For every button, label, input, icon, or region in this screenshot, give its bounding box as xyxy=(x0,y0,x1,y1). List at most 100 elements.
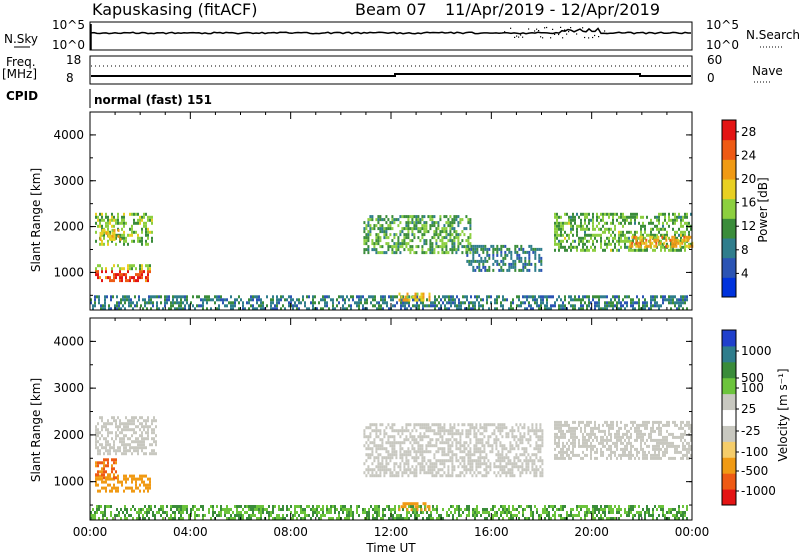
power-colorbar-swatch xyxy=(722,159,736,180)
power-colorbar-swatch xyxy=(722,257,736,278)
power-ytick-label: 2000 xyxy=(53,220,84,234)
velocity-colorbar-frame xyxy=(721,329,737,506)
noise-tick-bottom-right: 10^0 xyxy=(706,38,739,52)
power-colorbar-tick-label: 16 xyxy=(741,196,756,210)
nsearch-dot xyxy=(568,31,570,33)
power-region-1 xyxy=(99,228,122,241)
time-xlabel: Time UT xyxy=(365,541,416,554)
nsearch-dot xyxy=(582,27,584,29)
nsearch-dot xyxy=(546,26,548,29)
velocity-colorbar-tick-label: 500 xyxy=(741,371,764,385)
nsearch-dot xyxy=(570,27,572,29)
velocity-panel: 4000 3000 2000 1000 00:00 04:00 08:00 12:00 16:0… xyxy=(53,317,710,539)
summary-traces xyxy=(90,24,691,77)
cpid-label: CPID xyxy=(6,89,38,103)
time-tick-label: 20:00 xyxy=(574,525,609,539)
time-tick-label: 00:00 xyxy=(675,525,710,539)
velocity-region-1 xyxy=(95,474,151,493)
freq-label: Freq. xyxy=(6,55,36,69)
nsearch-dot xyxy=(520,34,522,36)
velocity-region-3 xyxy=(90,505,688,520)
freq-tick-bottom: 8 xyxy=(66,71,74,85)
power-frame xyxy=(89,111,693,311)
power-ytick-label: 4000 xyxy=(53,128,84,142)
velocity-colorbar-tick-label: 100 xyxy=(741,381,764,395)
nsearch-dot xyxy=(504,31,506,33)
time-tick-label: 16:00 xyxy=(474,525,509,539)
velocity-region-6 xyxy=(554,420,692,460)
nsearch-dot xyxy=(560,26,562,28)
velocity-colorbar-swatch xyxy=(722,409,736,426)
power-colorbar-tick-label: 28 xyxy=(741,125,756,139)
nsearch-dot xyxy=(550,37,552,39)
nsearch-dot xyxy=(538,30,540,32)
power-colorbar-swatch xyxy=(722,179,736,200)
velocity-colorbar-swatch xyxy=(722,441,736,458)
nave-tick-bottom: 0 xyxy=(707,71,715,85)
power-region-4 xyxy=(90,295,688,311)
velocity-region-5 xyxy=(363,423,544,478)
velocity-frame xyxy=(89,317,693,521)
velocity-colorbar-swatch xyxy=(722,377,736,395)
power-region-5 xyxy=(398,292,431,302)
velocity-colorbar-tick-label: -100 xyxy=(741,445,768,459)
velocity-ytick-label: 4000 xyxy=(53,334,84,348)
noise-tick-top-right: 10^5 xyxy=(706,18,739,32)
power-colorbar-swatch xyxy=(722,120,736,141)
time-tick-label: 00:00 xyxy=(73,525,108,539)
power-ytick-label: 3000 xyxy=(53,174,84,188)
freq-tick-top: 18 xyxy=(66,53,81,67)
power-ylabel: Slant Range [km] xyxy=(29,168,43,272)
power-colorbar-tick-label: 4 xyxy=(741,266,749,280)
nsearch-dot xyxy=(606,32,608,34)
velocity-colorbar-swatch xyxy=(722,489,736,506)
nsearch-dot xyxy=(518,36,520,38)
velocity-region-0 xyxy=(95,416,157,456)
nsearch-dot xyxy=(592,36,594,39)
power-colorbar-swatch xyxy=(722,218,736,239)
nsearch-dot xyxy=(576,33,578,35)
velocity-colorbar-swatch xyxy=(722,361,736,379)
power-colorbar-tick-label: 8 xyxy=(741,243,749,257)
nsearch-dot xyxy=(552,28,554,30)
power-region-0 xyxy=(95,212,153,246)
nsearch-dot xyxy=(522,36,524,38)
nsearch-dot xyxy=(540,36,542,38)
power-region-6 xyxy=(363,215,472,255)
nsearch-dot xyxy=(586,30,588,32)
time-tick-label: 04:00 xyxy=(173,525,208,539)
velocity-colorbar-label: Velocity [m s⁻¹] xyxy=(776,368,790,461)
nsearch-dot xyxy=(566,33,568,35)
nsearch-label: N.Search xyxy=(746,28,800,42)
freq-panel xyxy=(89,55,693,85)
date-range: 11/Apr/2019 - 12/Apr/2019 xyxy=(445,0,660,19)
nsky-label: N.Sky xyxy=(4,32,38,46)
power-colorbar-swatch xyxy=(722,238,736,259)
power-region-7 xyxy=(466,244,543,272)
nsearch-dot xyxy=(574,31,576,33)
nsearch-dot xyxy=(544,27,546,29)
power-region-9 xyxy=(629,235,694,248)
nsearch-dot xyxy=(514,36,516,38)
power-colorbar-tick-label: 12 xyxy=(741,219,756,233)
nave-tick-top: 60 xyxy=(707,53,722,67)
power-colorbar-label: Power [dB] xyxy=(756,177,770,242)
nsearch-dot xyxy=(598,36,600,38)
power-region-3 xyxy=(95,264,151,271)
velocity-colorbar-swatch xyxy=(722,330,736,347)
nsearch-dot xyxy=(554,33,556,35)
nsearch-dot xyxy=(584,36,586,39)
noise-tick-bottom-left: 10^0 xyxy=(52,38,85,52)
velocity-colorbar-tick-label: -25 xyxy=(741,424,761,438)
power-colorbar-tick-label: 20 xyxy=(741,172,756,186)
power-colorbar-swatch xyxy=(722,277,736,298)
velocity-colorbar-swatch xyxy=(722,345,736,363)
nsearch-dot xyxy=(528,28,530,30)
nsearch-dot xyxy=(542,37,544,39)
freq-trace xyxy=(91,73,691,77)
nsearch-dot xyxy=(534,30,536,32)
cpid-text: normal (fast) 151 xyxy=(94,93,212,107)
velocity-region-4 xyxy=(398,502,431,512)
